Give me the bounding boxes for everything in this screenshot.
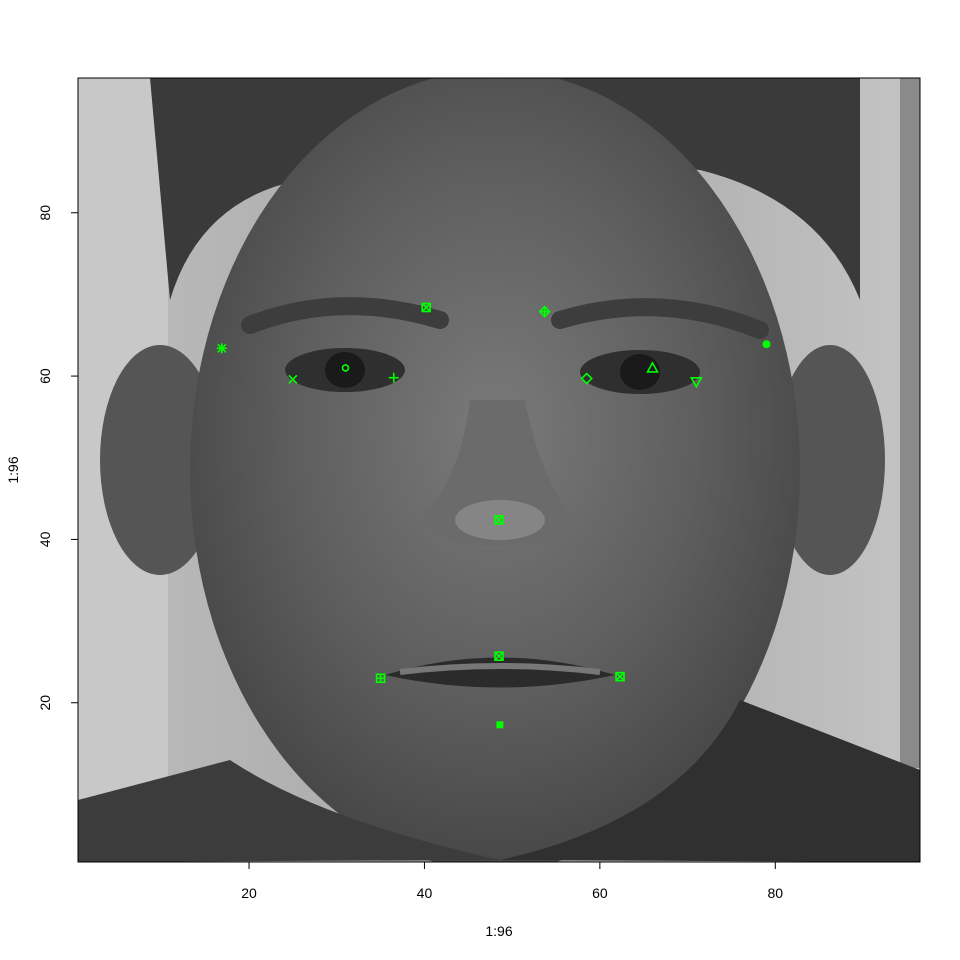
x-tick-label: 20 <box>241 885 257 901</box>
x-axis-label: 1:96 <box>485 923 512 939</box>
y-tick-label: 40 <box>37 531 53 547</box>
x-tick-label: 40 <box>417 885 433 901</box>
keypoint-right-eye-outer-corner <box>288 374 298 384</box>
keypoint-markers <box>216 302 771 729</box>
keypoint-left-eyebrow-outer-end <box>762 340 771 349</box>
x-tick-label: 80 <box>767 885 783 901</box>
keypoint-left-eye-outer-corner <box>689 376 703 389</box>
face-image <box>78 78 920 862</box>
keypoint-mouth-left-corner <box>615 671 625 682</box>
x-axis: 20 40 60 80 <box>241 861 783 901</box>
y-tick-label: 60 <box>37 368 53 384</box>
y-axis: 20 40 60 80 <box>37 205 79 711</box>
keypoint-mouth-center-top-lip <box>494 651 504 662</box>
keypoint-left-eye-inner-corner <box>580 372 593 385</box>
keypoint-mouth-center-bottom-lip <box>496 721 504 729</box>
x-tick-label: 60 <box>592 885 608 901</box>
keypoint-right-eyebrow-outer-end <box>216 343 227 354</box>
keypoint-right-eyebrow-inner-end <box>421 302 432 313</box>
keypoint-mouth-right-corner <box>375 673 386 684</box>
keypoint-left-eye-center <box>646 361 659 373</box>
y-tick-label: 80 <box>37 205 53 221</box>
keypoint-right-eye-inner-corner <box>388 372 399 383</box>
y-axis-label: 1:96 <box>5 456 21 483</box>
keypoint-nose-tip <box>494 515 504 525</box>
y-tick-label: 20 <box>37 695 53 711</box>
keypoint-right-eye-center <box>341 364 350 372</box>
keypoint-left-eyebrow-inner-end <box>538 305 551 318</box>
